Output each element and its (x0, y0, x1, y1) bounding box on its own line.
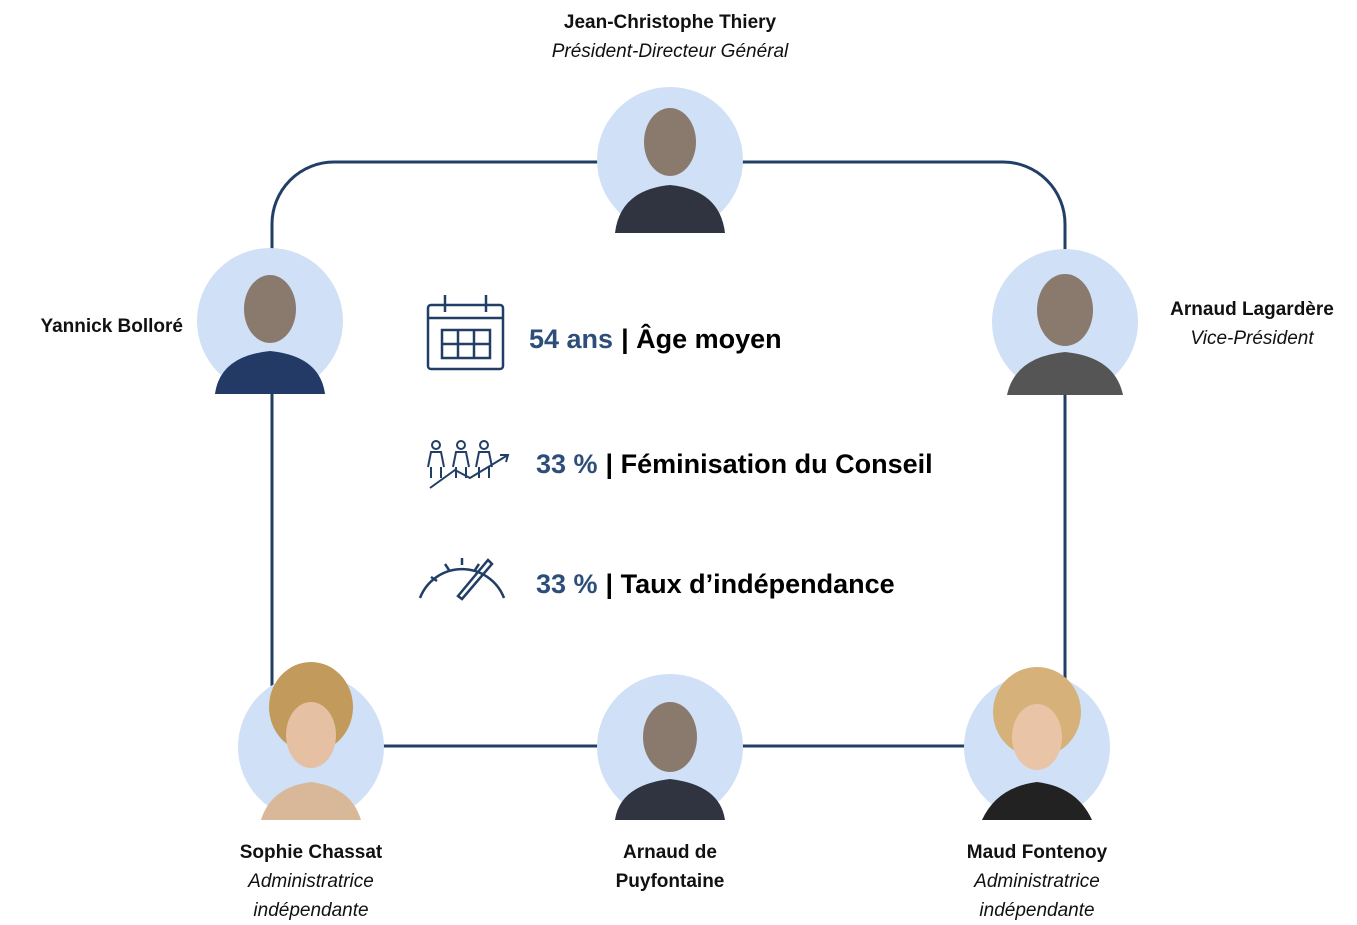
stat-label: | Âge moyen (621, 324, 782, 354)
stat: 33 % | Féminisation du Conseil (536, 449, 933, 480)
member-name: Arnaud de (616, 838, 725, 867)
stat: 54 ans | Âge moyen (529, 324, 782, 355)
stat-value: 33 % (536, 449, 598, 479)
member-name: Yannick Bolloré (40, 312, 183, 341)
stat-label: | Taux d’indépendance (606, 569, 895, 599)
page: Jean-Christophe ThieryPrésident-Directeu… (0, 0, 1357, 922)
member-role: Président-Directeur Général (552, 37, 789, 66)
member-role: indépendante (967, 896, 1107, 925)
stat-value: 33 % (536, 569, 598, 599)
stat: 33 % | Taux d’indépendance (536, 569, 895, 600)
member-name: Jean-Christophe Thiery (552, 8, 789, 37)
member-role: Vice-Président (1170, 324, 1334, 353)
member-name: Maud Fontenoy (967, 838, 1107, 867)
member-label: Yannick Bolloré (40, 312, 183, 341)
gauge-icon (420, 558, 504, 599)
stat-label: | Féminisation du Conseil (606, 449, 933, 479)
stat-value: 54 ans (529, 324, 613, 354)
icons (420, 295, 508, 599)
member-role: Administratrice (240, 867, 383, 896)
calendar-icon (428, 295, 503, 369)
member-name: Puyfontaine (616, 867, 725, 896)
people-icon (428, 441, 508, 488)
member-name: Sophie Chassat (240, 838, 383, 867)
member-name: Arnaud Lagardère (1170, 295, 1334, 324)
member-role: indépendante (240, 896, 383, 925)
member-role: Administratrice (967, 867, 1107, 896)
